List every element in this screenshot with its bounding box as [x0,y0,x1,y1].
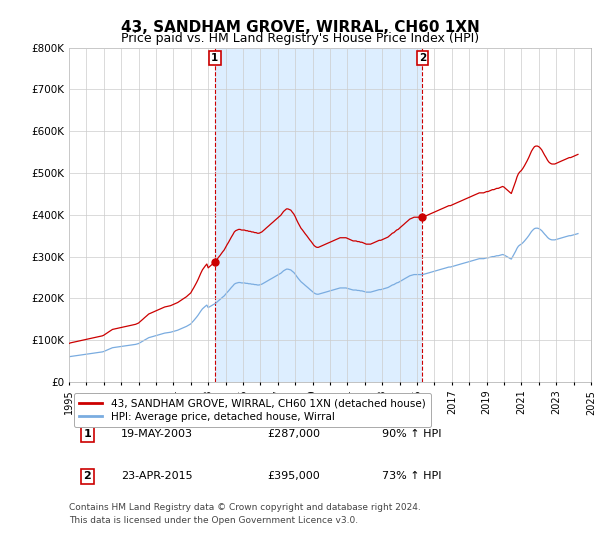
Text: 2: 2 [83,471,91,481]
Text: Price paid vs. HM Land Registry's House Price Index (HPI): Price paid vs. HM Land Registry's House … [121,32,479,45]
Text: 73% ↑ HPI: 73% ↑ HPI [382,471,442,481]
Text: Contains HM Land Registry data © Crown copyright and database right 2024.
This d: Contains HM Land Registry data © Crown c… [69,503,421,525]
Text: 43, SANDHAM GROVE, WIRRAL, CH60 1XN: 43, SANDHAM GROVE, WIRRAL, CH60 1XN [121,20,479,35]
Text: 2: 2 [419,53,426,63]
Text: 1: 1 [83,429,91,439]
Text: £287,000: £287,000 [268,429,320,439]
Text: £395,000: £395,000 [268,471,320,481]
Bar [215,48,422,382]
Text: 19-MAY-2003: 19-MAY-2003 [121,429,193,439]
Legend: 43, SANDHAM GROVE, WIRRAL, CH60 1XN (detached house), HPI: Average price, detach: 43, SANDHAM GROVE, WIRRAL, CH60 1XN (det… [74,393,431,427]
Text: 90% ↑ HPI: 90% ↑ HPI [382,429,442,439]
Text: 1: 1 [211,53,218,63]
Text: 23-APR-2015: 23-APR-2015 [121,471,193,481]
